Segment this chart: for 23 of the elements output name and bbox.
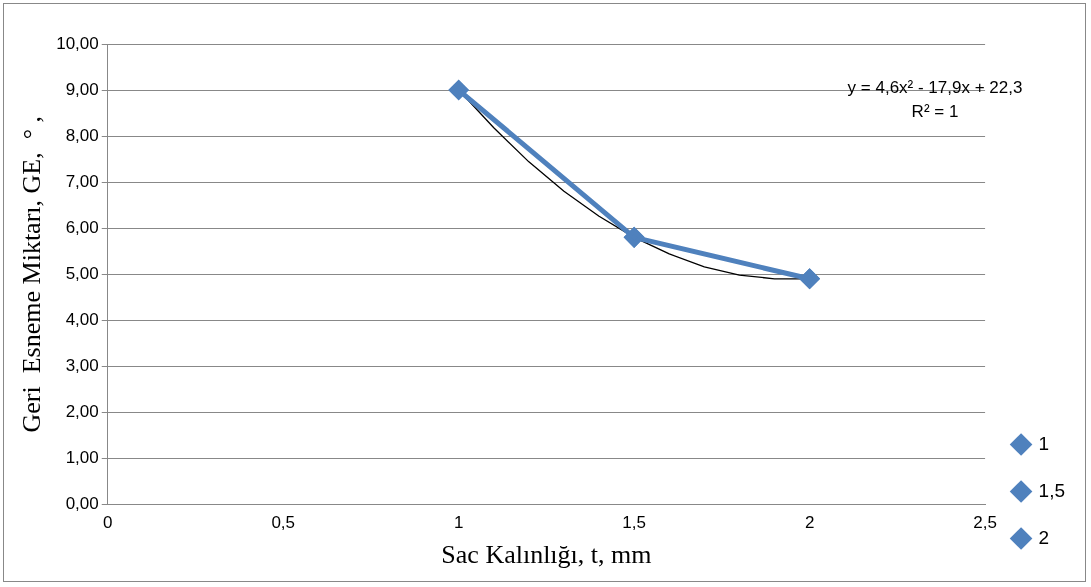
y-tick-label: 4,00 [65,309,99,329]
legend-label: 1 [1038,432,1050,454]
x-tick-label: 1 [453,513,464,533]
x-tick-label: 0 [103,513,113,533]
y-tick-label: 3,00 [65,355,99,375]
y-tick-label: 1,00 [65,448,99,468]
y-tick-label: 9,00 [65,79,99,99]
y-tick-label: 10,00 [56,33,99,53]
x-tick-label: 1,5 [622,513,646,533]
y-tick-label: 7,00 [65,171,99,191]
y-tick-label: 8,00 [65,125,99,145]
legend-label: 1,5 [1038,479,1066,501]
annotation: R² = 1 [911,101,959,121]
x-tick-label: 2 [804,513,815,533]
annotation: y = 4,6x² - 17,9x + 22,3 [847,77,1023,97]
y-tick-label: 6,00 [65,217,99,237]
y-tick-label: 2,00 [65,402,99,422]
x-tick-label: 2,5 [973,513,997,533]
y-axis-title: Geri Esneme Miktarı, GE, ° , [17,115,47,433]
y-tick-label: 5,00 [65,263,99,283]
x-tick-label: 0,5 [271,513,296,533]
y-tick-label: 0,00 [65,494,99,514]
x-axis-title: Sac Kalınlığı, t, mm [441,540,652,570]
